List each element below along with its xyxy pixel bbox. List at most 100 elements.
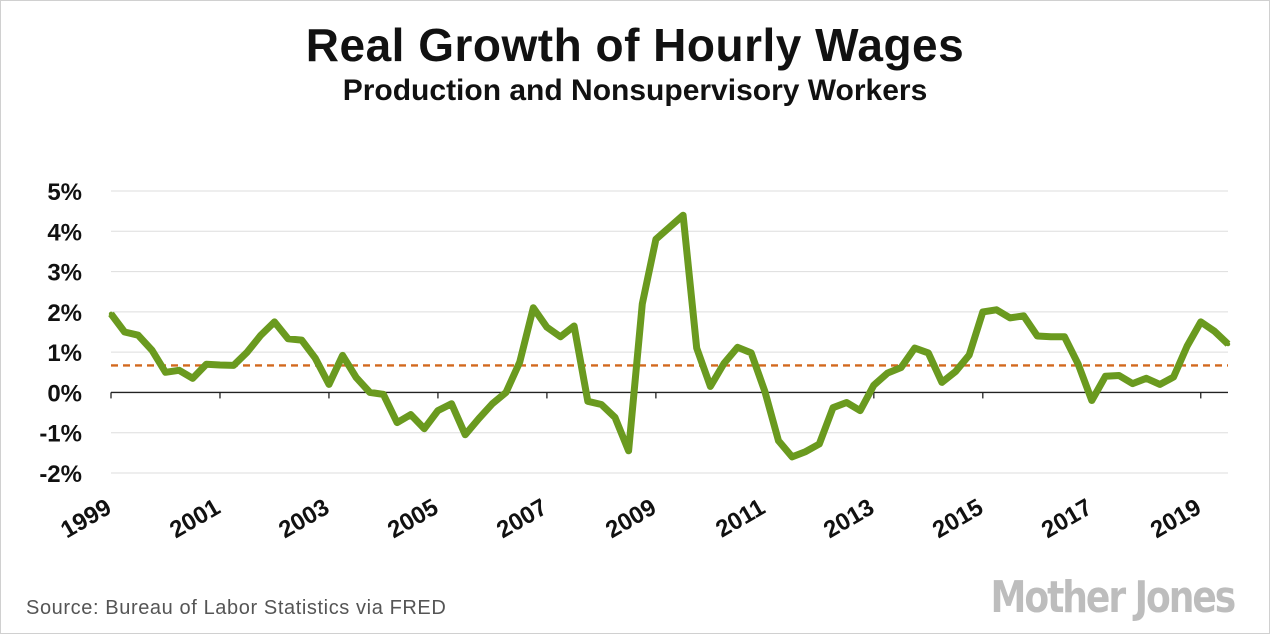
- data-point: [462, 432, 468, 437]
- data-point: [789, 454, 795, 460]
- data-point: [885, 370, 890, 376]
- x-tick-label: 2015: [928, 494, 988, 544]
- data-point: [612, 415, 618, 420]
- data-point: [258, 333, 264, 338]
- data-point: [1157, 382, 1163, 387]
- x-tick-label: 2001: [165, 494, 225, 544]
- data-point: [1103, 374, 1108, 379]
- data-point: [108, 311, 114, 317]
- data-point: [353, 375, 359, 380]
- data-point: [204, 362, 209, 367]
- data-point: [503, 390, 509, 395]
- x-tick-label: 2019: [1146, 494, 1206, 544]
- data-point: [544, 324, 550, 330]
- data-point: [844, 400, 849, 405]
- data-point: [680, 212, 686, 218]
- data-point: [299, 337, 304, 343]
- data-point: [285, 336, 291, 342]
- data-point: [953, 369, 958, 374]
- data-point: [381, 392, 386, 397]
- y-tick-label: 2%: [47, 300, 82, 327]
- data-point: [1225, 341, 1231, 347]
- y-tick-label: 3%: [47, 260, 82, 287]
- data-point: [449, 401, 454, 406]
- data-point: [966, 352, 972, 358]
- data-point: [626, 448, 631, 454]
- data-point: [517, 360, 522, 365]
- data-point: [721, 361, 727, 366]
- axes: [110, 391, 1228, 399]
- data-point: [136, 333, 141, 338]
- grid-lines: [111, 190, 1228, 474]
- chart-subtitle: Production and Nonsupervisory Workers: [342, 74, 928, 107]
- data-point: [1184, 343, 1190, 349]
- x-tick-label: 2013: [819, 494, 879, 544]
- data-point: [1075, 362, 1081, 367]
- data-point: [858, 408, 863, 413]
- data-point: [190, 376, 195, 381]
- y-tick-label: 4%: [47, 219, 82, 246]
- data-point: [340, 353, 345, 358]
- x-tick-label: 2017: [1037, 494, 1097, 544]
- data-point: [735, 345, 740, 350]
- y-tick-label: -2%: [39, 461, 82, 488]
- data-point: [980, 309, 986, 315]
- data-point: [898, 365, 904, 370]
- data-point: [313, 355, 318, 361]
- x-tick-label: 2005: [383, 494, 443, 544]
- data-point: [231, 363, 236, 368]
- data-point: [367, 390, 373, 395]
- data-point: [830, 405, 836, 410]
- data-point: [926, 350, 931, 356]
- data-point: [408, 412, 413, 417]
- data-point: [245, 349, 250, 355]
- data-point: [422, 426, 427, 431]
- x-tick-labels: 1999 2001 2003 2005 2007 2009 2011 2013 2015 2017…: [56, 494, 1205, 544]
- data-point: [585, 399, 590, 404]
- data-point: [217, 362, 223, 368]
- data-point: [749, 350, 754, 356]
- source-note: Source: Bureau of Labor Statistics via F…: [26, 597, 447, 619]
- data-point: [272, 319, 277, 325]
- data-point: [1116, 373, 1122, 378]
- data-point: [776, 438, 781, 443]
- data-point: [762, 389, 768, 394]
- data-point: [1035, 333, 1040, 339]
- data-point: [571, 323, 577, 329]
- wage-growth-line: [108, 211, 1231, 461]
- chart-title: Real Growth of Hourly Wages: [305, 19, 965, 71]
- x-tick-label: 1999: [56, 494, 116, 544]
- data-point: [326, 382, 332, 387]
- data-point: [163, 370, 168, 375]
- data-point: [653, 237, 659, 242]
- data-point: [1021, 313, 1026, 319]
- data-point: [640, 301, 645, 306]
- y-tick-labels: 5% 4% 3% 2% 1% 0% -1% -2%: [39, 179, 82, 488]
- data-point: [1144, 376, 1149, 381]
- x-tick-label: 2007: [492, 494, 552, 544]
- data-point: [531, 305, 536, 311]
- data-point: [176, 368, 182, 373]
- data-point: [1062, 334, 1067, 340]
- data-point: [708, 384, 713, 389]
- data-point: [1130, 381, 1135, 386]
- data-point: [1198, 319, 1203, 325]
- data-point: [667, 225, 672, 230]
- data-point: [803, 449, 808, 454]
- data-point: [435, 408, 441, 413]
- data-point: [694, 345, 699, 351]
- data-point: [1007, 315, 1013, 321]
- x-tick-label: 2011: [711, 494, 770, 543]
- series-layer: [108, 211, 1231, 461]
- data-point: [476, 416, 481, 421]
- y-tick-label: -1%: [39, 421, 82, 448]
- data-point: [817, 441, 822, 447]
- data-point: [912, 345, 917, 351]
- data-point: [394, 420, 400, 425]
- y-tick-label: 5%: [47, 179, 82, 206]
- y-tick-label: 0%: [47, 380, 82, 407]
- data-point: [939, 380, 945, 385]
- data-point: [1048, 334, 1054, 340]
